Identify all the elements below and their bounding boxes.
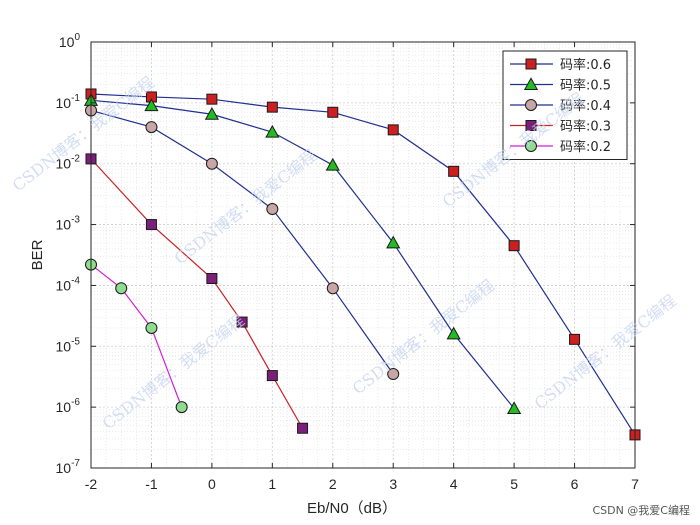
legend-entry: 码率:0.5 (510, 77, 611, 94)
x-tick-label: 1 (268, 476, 276, 492)
legend-label: 码率:0.2 (560, 139, 611, 155)
data-point-triangle (507, 401, 522, 414)
series-line (90, 99, 515, 409)
data-point-circle (387, 368, 400, 381)
x-ticks: -2 -1 0 1 2 3 4 5 6 7 (85, 42, 639, 492)
data-point-triangle (523, 77, 539, 90)
data-point-square (508, 240, 520, 252)
legend-entry: 码率:0.3 (510, 119, 611, 135)
data-point-square (448, 165, 460, 177)
x-tick-label: -2 (85, 476, 98, 492)
x-tick-label: 3 (389, 476, 397, 492)
x-tick-label: 4 (450, 476, 458, 492)
y-tick-label: 10-1 (56, 93, 81, 111)
data-point-triangle (386, 235, 401, 249)
legend-entry: 码率:0.6 (510, 57, 611, 73)
data-point-square (206, 93, 218, 105)
legend-label: 码率:0.3 (560, 119, 611, 135)
minor-grid (91, 42, 635, 468)
data-point-square (297, 422, 309, 434)
data-point-circle (525, 140, 537, 152)
x-tick-label: -1 (145, 476, 158, 492)
data-point-square (266, 101, 278, 113)
plot-frame (90, 41, 636, 469)
legend-entry: 码率:0.4 (510, 98, 611, 114)
legend-label: 码率:0.5 (560, 78, 611, 94)
x-tick-label: 7 (631, 476, 639, 492)
data-point-circle (266, 203, 279, 216)
data-point-square (145, 219, 157, 231)
data-point-circle (145, 121, 158, 134)
data-point-square (236, 316, 248, 328)
data-point-circle (115, 282, 128, 295)
x-tick-label: 6 (571, 476, 579, 492)
legend-label: 码率:0.4 (560, 98, 611, 114)
y-tick-label: 10-5 (56, 336, 81, 354)
y-tick-label: 10-6 (56, 397, 81, 415)
series-line (90, 93, 636, 436)
x-axis-label: Eb/N0（dB） (307, 500, 397, 517)
data-point-triangle (204, 106, 219, 120)
data-point-circle (205, 157, 218, 170)
legend-entry: 码率:0.2 (510, 139, 611, 155)
series (83, 93, 522, 414)
data-point-circle (175, 401, 188, 414)
data-point-circle (525, 99, 537, 111)
series-line (90, 264, 183, 408)
x-tick-label: 2 (329, 476, 337, 492)
data-point-square (525, 120, 537, 131)
x-tick-label: 5 (510, 476, 518, 492)
x-tick-label: 0 (208, 476, 216, 492)
y-tick-label: 10-7 (56, 458, 81, 476)
data-point-circle (145, 321, 158, 334)
y-axis-label: BER (29, 239, 46, 270)
data-point-square (266, 370, 278, 382)
data-point-square (525, 58, 537, 70)
data-point-triangle (325, 157, 340, 171)
y-tick-label: 10-3 (56, 215, 81, 233)
data-point-triangle (265, 124, 280, 138)
series-line (90, 109, 394, 375)
y-tick-label: 10-4 (56, 275, 81, 293)
y-tick-label: 100 (59, 32, 81, 50)
legend: 码率:0.6 码率:0.5 码率:0.4 码率:0.3 码率:0.2 (502, 50, 628, 160)
data-point-square (327, 106, 339, 118)
series (85, 258, 188, 414)
legend-label: 码率:0.6 (560, 57, 611, 73)
data-point-triangle (144, 98, 159, 112)
series-line (90, 158, 304, 429)
data-point-square (569, 333, 581, 345)
data-point-square (206, 272, 218, 284)
data-point-triangle (446, 326, 461, 340)
data-point-circle (326, 282, 339, 295)
watermark-credit: CSDN @我爱C编程 (592, 503, 690, 517)
major-grid (90, 41, 636, 469)
data-point-square (387, 124, 399, 136)
